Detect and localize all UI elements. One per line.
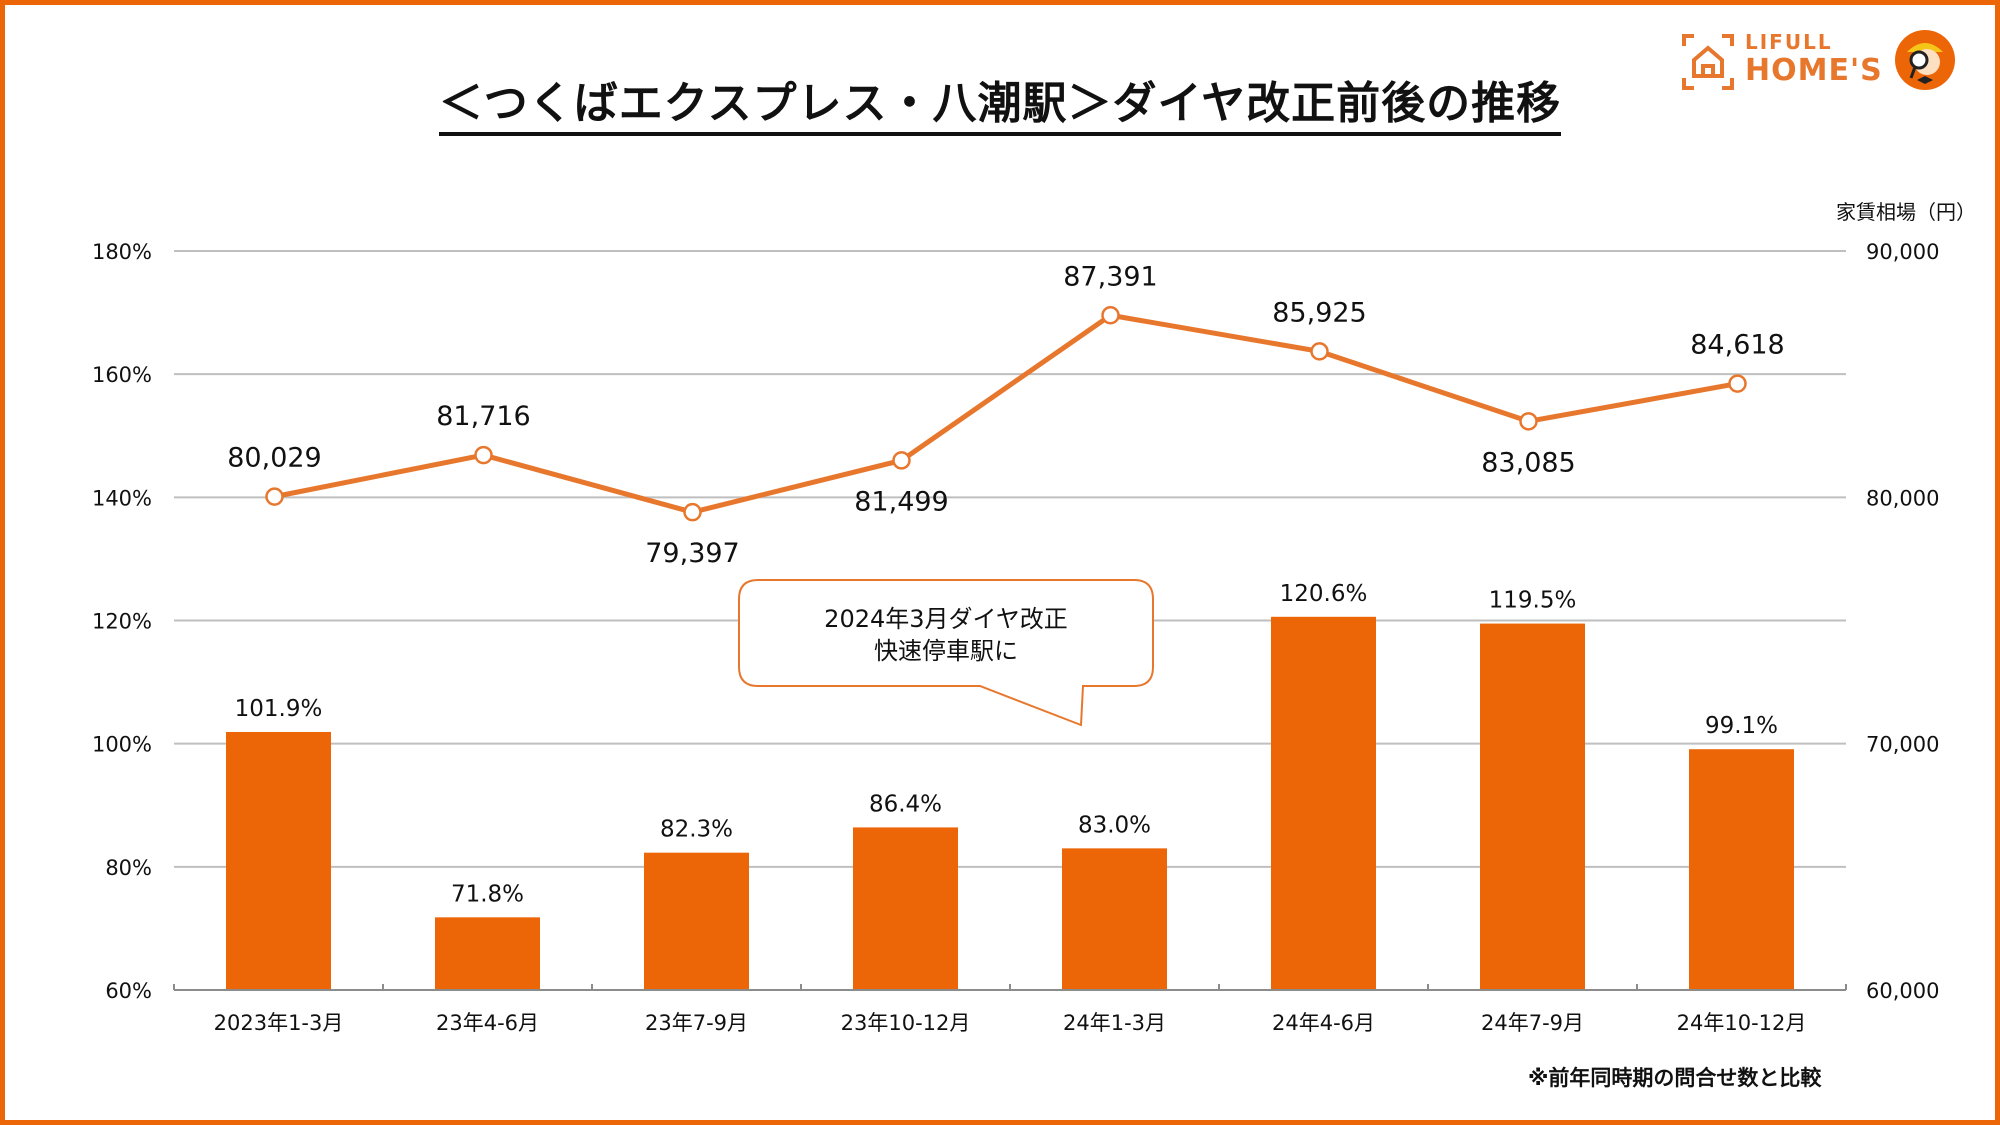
bar bbox=[1062, 848, 1167, 990]
right-axis-title: 家賃相場（円） bbox=[1836, 200, 1976, 224]
bar-data-label: 71.8% bbox=[451, 881, 524, 907]
bar bbox=[644, 852, 749, 990]
line-marker bbox=[1519, 412, 1538, 431]
x-axis-label: 24年1-3月 bbox=[1063, 1011, 1166, 1035]
line-marker bbox=[683, 502, 702, 522]
bar bbox=[1480, 623, 1585, 990]
mascot-icon bbox=[1895, 30, 1955, 90]
bar bbox=[1689, 749, 1794, 990]
line-data-label: 84,618 bbox=[1690, 330, 1784, 361]
chart-title-text: ＜つくばエクスプレス・八潮駅＞ダイヤ改正前後の推移 bbox=[438, 78, 1562, 136]
line-data-label: 81,716 bbox=[436, 401, 530, 432]
bar-data-labels: 101.9% 71.8% 82.3% 86.4% 83.0% 120.6% 119.5% 99… bbox=[235, 581, 1778, 908]
left-axis-tick-label: 60% bbox=[105, 979, 152, 1003]
line-marker bbox=[1101, 306, 1120, 325]
callout-bubble bbox=[738, 579, 1154, 727]
x-axis-label: 23年10-12月 bbox=[841, 1011, 971, 1035]
x-axis-label: 2023年1-3月 bbox=[214, 1011, 344, 1035]
bar-data-label: 82.3% bbox=[660, 817, 733, 843]
line-marker bbox=[265, 487, 284, 506]
right-axis-ticks: 60,000 70,000 80,000 90,000 bbox=[1866, 240, 1939, 1003]
callout-shape bbox=[738, 579, 1154, 727]
left-axis-ticks: 60% 80% 100% 120% 140% 160% 180% bbox=[92, 240, 152, 1003]
x-axis-label: 24年4-6月 bbox=[1272, 1011, 1375, 1035]
right-axis-tick-label: 80,000 bbox=[1866, 486, 1939, 510]
callout-line2: 快速停車駅に bbox=[874, 637, 1018, 665]
bar bbox=[853, 827, 958, 990]
logo-line2: HOME'S bbox=[1745, 53, 1883, 88]
lifull-homes-logo: LIFULL HOME'S bbox=[1680, 28, 1970, 98]
house-frame-icon bbox=[1682, 34, 1734, 90]
logo-line1: LIFULL bbox=[1745, 30, 1833, 54]
bar bbox=[226, 731, 331, 990]
line-marker bbox=[892, 451, 911, 470]
line-path bbox=[274, 312, 1738, 515]
left-axis-tick-label: 100% bbox=[92, 733, 152, 757]
left-axis-tick-label: 80% bbox=[105, 856, 152, 880]
line-series bbox=[265, 306, 1747, 522]
left-axis-tick-label: 180% bbox=[92, 240, 152, 264]
bar-data-label: 119.5% bbox=[1489, 588, 1577, 614]
line-marker bbox=[1310, 342, 1329, 361]
line-data-label: 80,029 bbox=[227, 443, 321, 474]
x-axis-label: 23年4-6月 bbox=[436, 1011, 539, 1035]
left-axis-tick-label: 140% bbox=[92, 486, 152, 510]
bar-data-label: 120.6% bbox=[1280, 581, 1368, 607]
callout-text: 2024年3月ダイヤ改正 快速停車駅に bbox=[740, 603, 1152, 667]
right-axis-tick-label: 90,000 bbox=[1866, 240, 1939, 264]
bar-data-label: 83.0% bbox=[1078, 812, 1151, 838]
gridlines bbox=[174, 250, 1846, 868]
left-axis-tick-label: 160% bbox=[92, 363, 152, 387]
x-axis-label: 23年7-9月 bbox=[645, 1011, 748, 1035]
line-data-label: 83,085 bbox=[1481, 447, 1575, 478]
line-marker bbox=[1728, 374, 1747, 393]
bar-data-label: 99.1% bbox=[1705, 713, 1778, 739]
logo-text: LIFULL HOME'S bbox=[1745, 32, 1883, 86]
bar-data-label: 101.9% bbox=[235, 696, 323, 722]
line-data-labels: 80,029 81,716 79,397 81,499 87,391 85,925 83,0… bbox=[227, 261, 1784, 569]
callout-line1: 2024年3月ダイヤ改正 bbox=[824, 605, 1068, 633]
x-axis-label: 24年10-12月 bbox=[1677, 1011, 1807, 1035]
x-axis-labels: 2023年1-3月 23年4-6月 23年7-9月 23年10-12月 24年1-3月 2… bbox=[214, 1011, 1807, 1035]
x-axis-label: 24年7-9月 bbox=[1481, 1011, 1584, 1035]
chart-title: ＜つくばエクスプレス・八潮駅＞ダイヤ改正前後の推移 bbox=[0, 78, 2000, 136]
left-axis-tick-label: 120% bbox=[92, 610, 152, 634]
right-axis-tick-label: 60,000 bbox=[1866, 979, 1939, 1003]
bar bbox=[435, 917, 540, 990]
bar-data-label: 86.4% bbox=[869, 791, 942, 817]
footnote: ※前年同時期の問合せ数と比較 bbox=[1528, 1066, 1822, 1090]
line-data-label: 81,499 bbox=[854, 486, 948, 517]
line-data-label: 79,397 bbox=[645, 538, 739, 569]
bar bbox=[1271, 616, 1376, 990]
x-axis bbox=[173, 984, 1847, 991]
line-data-label: 87,391 bbox=[1063, 261, 1157, 292]
bar-series bbox=[226, 616, 1794, 990]
line-marker bbox=[474, 445, 493, 465]
line-data-label: 85,925 bbox=[1272, 297, 1366, 328]
right-axis-tick-label: 70,000 bbox=[1866, 733, 1939, 757]
